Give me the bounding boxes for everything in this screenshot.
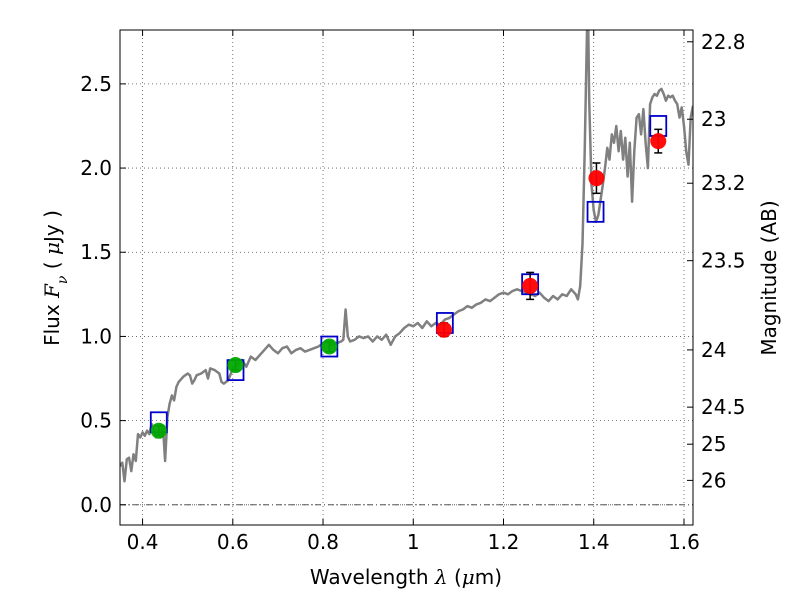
- right-tick-label: 23.5: [701, 249, 746, 273]
- y-tick-label: 1.0: [80, 324, 112, 348]
- nir-data-point: [650, 133, 667, 150]
- y-axis-ticks: 0.0 0.5 1.0 1.5 2.0 2.5: [80, 72, 126, 517]
- y-tick-label: 0.5: [80, 409, 112, 433]
- y-tick-label: 1.5: [80, 240, 112, 264]
- x-tick-label: 1.4: [578, 530, 610, 554]
- x-tick-label: 1.6: [668, 530, 700, 554]
- plot-frame: [119, 29, 694, 526]
- y2-axis-label: Magnitude (AB): [757, 200, 781, 355]
- nir-data-point: [435, 321, 452, 338]
- y-tick-label: 0.0: [80, 493, 112, 517]
- optical-data-point: [150, 422, 167, 439]
- points-layer: [149, 115, 668, 439]
- right-tick-label: 25: [701, 432, 726, 456]
- x-axis-label: Wavelength λ (μm): [310, 565, 502, 589]
- spectrum-line: [120, 30, 693, 483]
- x-tick-label: 0.6: [217, 530, 249, 554]
- x-tick-label: 0.4: [127, 530, 159, 554]
- right-tick-label: 24.5: [701, 395, 746, 419]
- y-tick-label: 2.5: [80, 72, 112, 96]
- right-axis-ticks: 22.8 23 23.2 23.5 24 24.5 25 26: [687, 30, 746, 492]
- right-tick-label: 22.8: [701, 30, 746, 54]
- right-tick-label: 24: [701, 338, 726, 362]
- y-axis-label: Flux Fν ( μJy ): [40, 210, 71, 346]
- x-axis-ticks: 0.4 0.6 0.8 1 1.2 1.4 1.6: [127, 30, 700, 554]
- x-tick-label: 1.2: [488, 530, 520, 554]
- series-layer: [120, 30, 693, 483]
- optical-data-point: [227, 357, 244, 374]
- right-tick-label: 26: [701, 468, 726, 492]
- y-tick-label: 2.0: [80, 156, 112, 180]
- right-tick-label: 23.2: [701, 171, 746, 195]
- nir-data-point: [522, 277, 539, 294]
- nir-data-point: [588, 170, 605, 187]
- optical-data-point: [321, 338, 338, 355]
- x-tick-label: 1: [407, 530, 420, 554]
- right-tick-label: 23: [701, 107, 726, 131]
- model-photometry-box: [586, 200, 605, 223]
- x-tick-label: 0.8: [307, 530, 339, 554]
- grid: [120, 30, 693, 525]
